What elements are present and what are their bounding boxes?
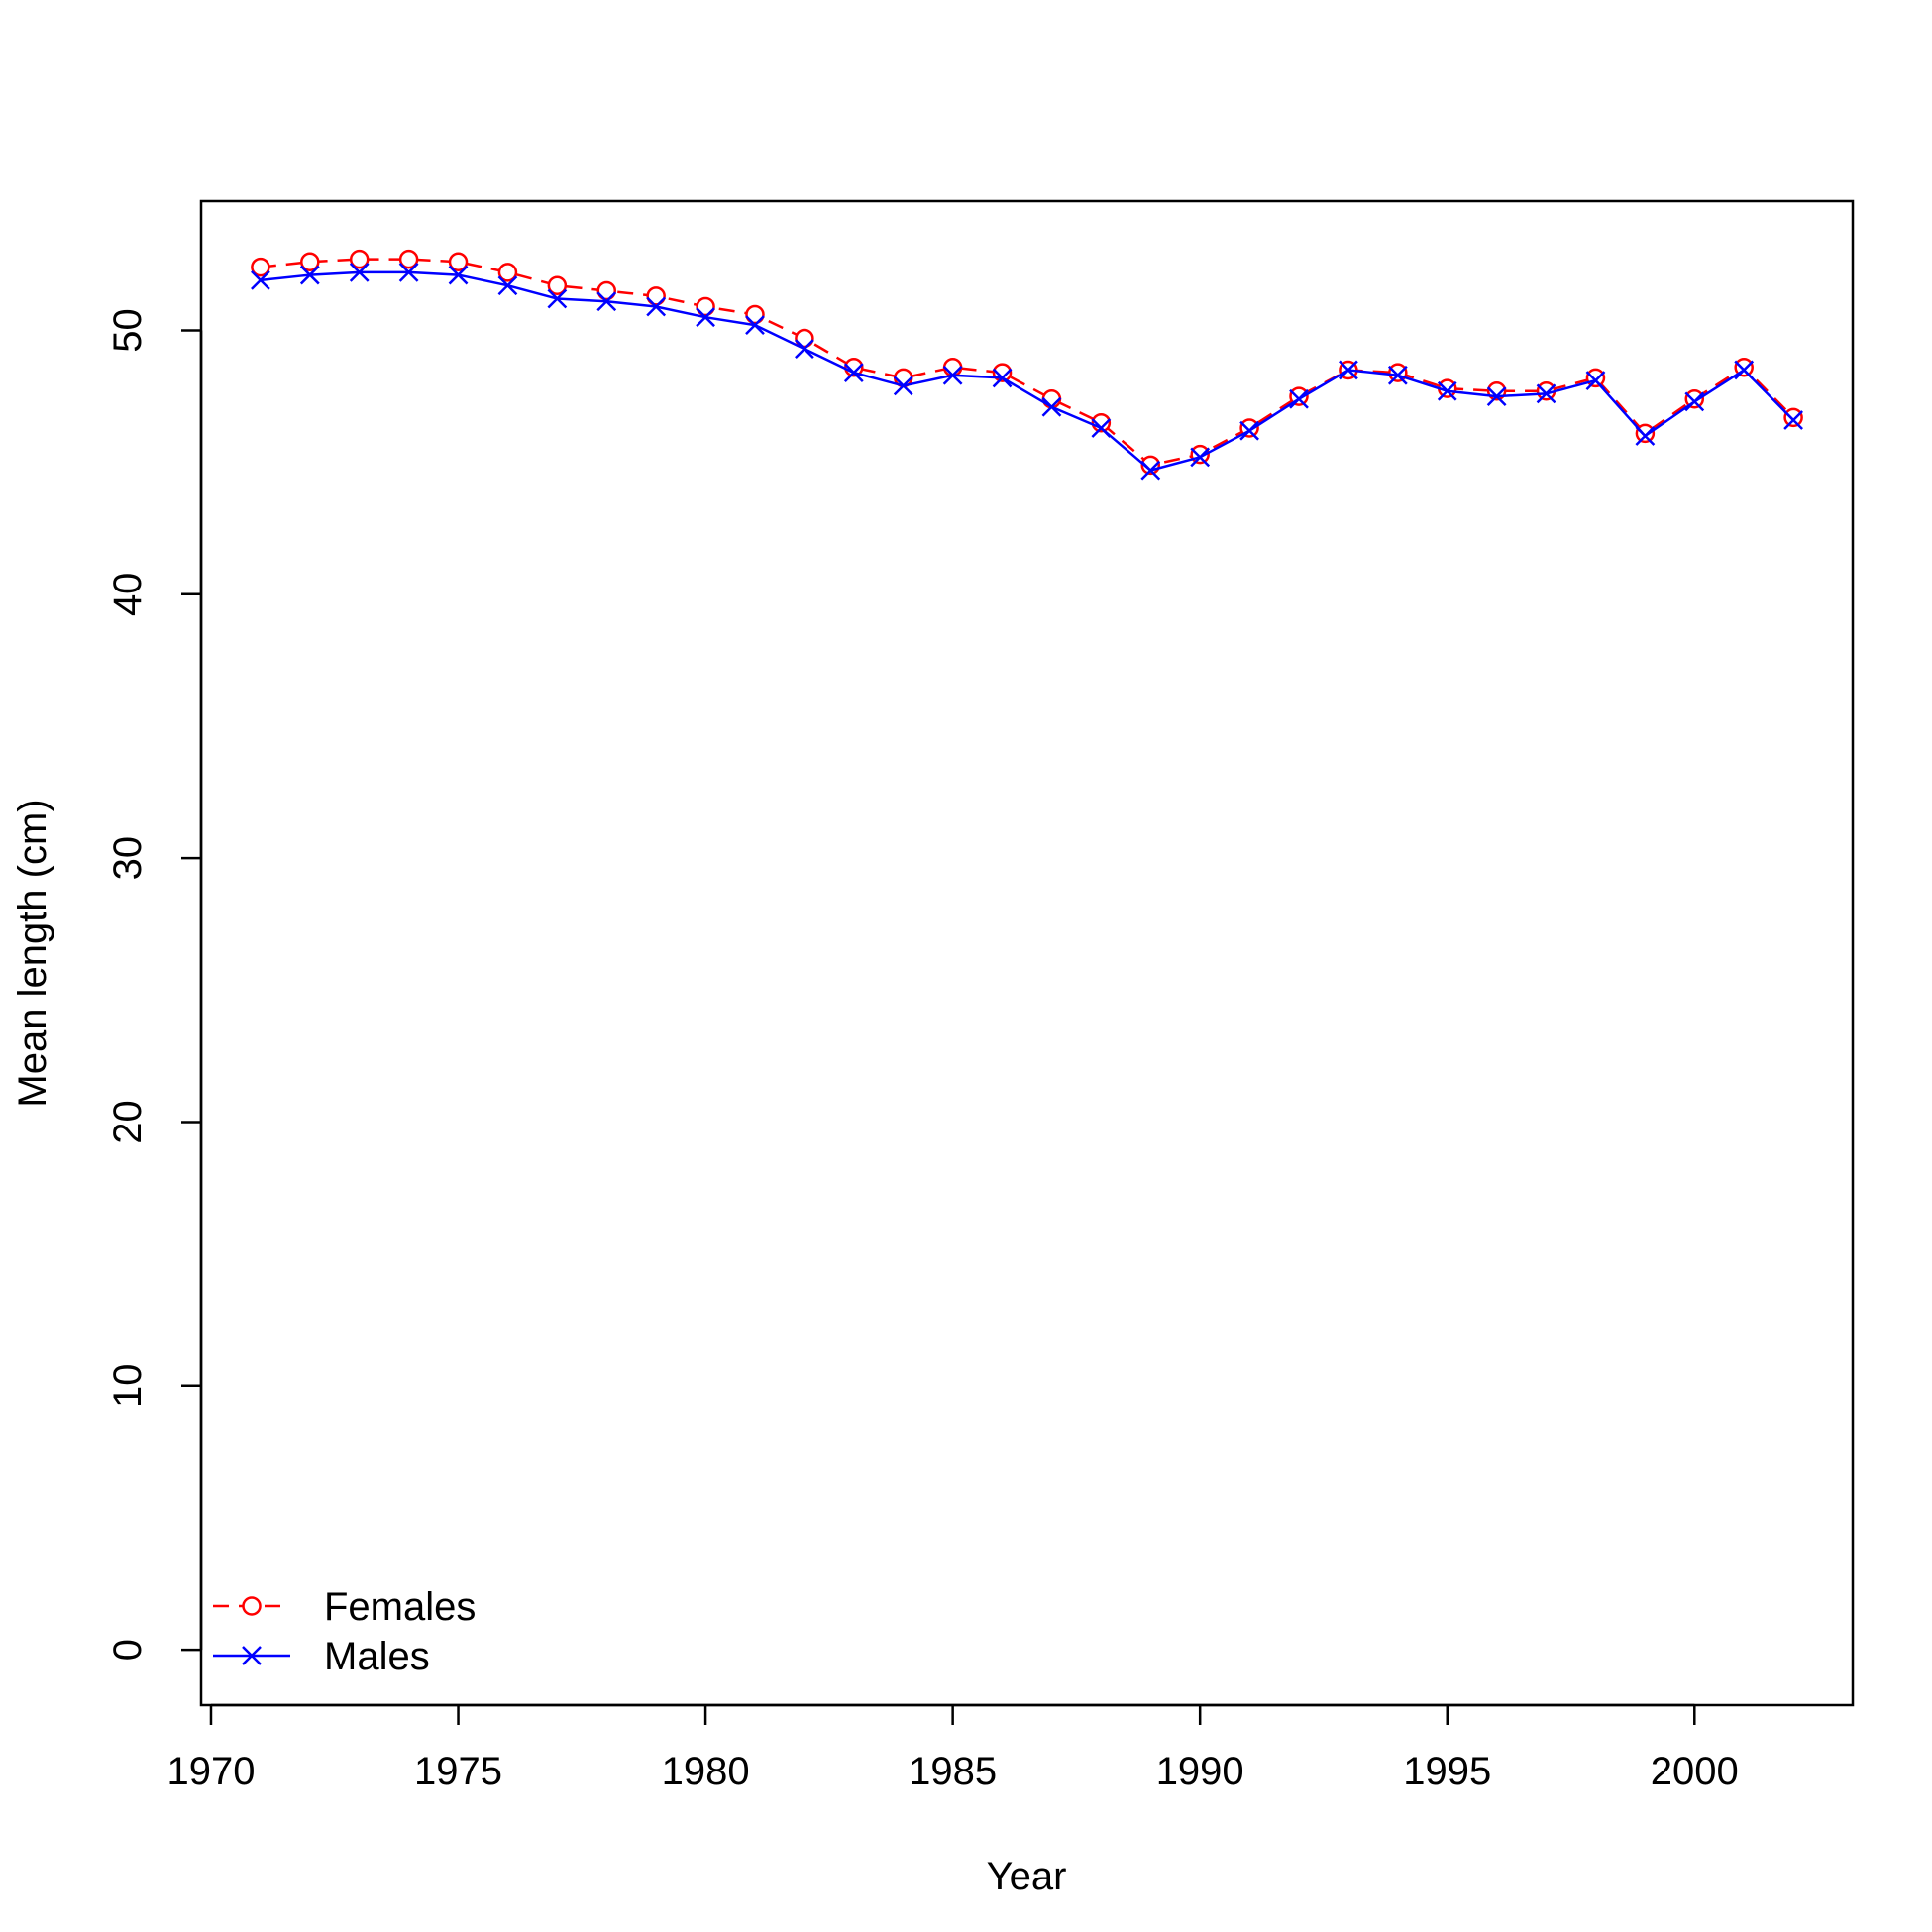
females-point — [795, 328, 814, 349]
males-point — [547, 288, 568, 309]
x-tick-label: 1970 — [166, 1750, 255, 1793]
females-point — [1783, 407, 1803, 428]
legend-females-label: Females — [324, 1585, 476, 1629]
males-point — [299, 265, 320, 285]
females-point — [1585, 368, 1606, 388]
females-point — [942, 358, 963, 377]
males-point — [843, 363, 864, 382]
y-tick-label: 10 — [106, 1364, 150, 1409]
males-point — [795, 339, 814, 360]
females-point — [646, 286, 666, 306]
females-point — [300, 252, 320, 272]
males-point — [1536, 383, 1556, 404]
y-tick-label: 30 — [106, 836, 150, 881]
males-point — [448, 265, 469, 285]
females-point — [349, 249, 370, 269]
females-point — [497, 263, 518, 282]
males-point — [1486, 386, 1507, 406]
females-point — [398, 249, 419, 269]
y-tick-label: 50 — [106, 308, 150, 353]
males-point — [646, 296, 667, 317]
females-line — [260, 258, 1794, 467]
males-point — [1091, 418, 1112, 438]
males-point — [497, 275, 518, 296]
x-tick-label: 1995 — [1403, 1750, 1491, 1793]
males-point — [696, 307, 715, 328]
females-point — [1635, 423, 1656, 444]
females-point — [696, 296, 715, 317]
males-point — [1585, 371, 1606, 390]
males-point — [1289, 388, 1309, 409]
males-point — [992, 368, 1013, 388]
legend: Females Males — [213, 1585, 476, 1678]
y-tick-label: 20 — [106, 1100, 150, 1144]
y-tick-label: 0 — [106, 1639, 150, 1661]
males-point — [1239, 420, 1259, 441]
males-point — [398, 263, 419, 282]
males-point — [1387, 365, 1408, 385]
series-layer — [251, 249, 1803, 481]
males-point — [349, 263, 370, 282]
females-point — [251, 257, 270, 277]
legend-males-label: Males — [324, 1635, 430, 1678]
males-point — [1190, 447, 1211, 468]
males-point — [1140, 460, 1161, 481]
y-axis-title: Mean length (cm) — [11, 799, 54, 1107]
x-axis-title: Year — [987, 1855, 1067, 1898]
males-point — [1783, 410, 1803, 430]
females-point — [547, 275, 568, 295]
x-tick-label: 1980 — [662, 1750, 750, 1793]
plot-frame — [199, 199, 1855, 1707]
males-point — [942, 365, 963, 385]
legend-females-marker — [242, 1596, 262, 1616]
females-point — [596, 280, 617, 301]
males-point — [1684, 391, 1705, 412]
x-tick-label: 1990 — [1156, 1750, 1244, 1793]
males-line — [260, 270, 1794, 472]
x-axis: 1970 1975 1980 1985 1990 1995 2000 — [166, 1703, 1739, 1793]
females-point — [1388, 363, 1408, 382]
males-point — [1734, 360, 1755, 380]
x-tick-label: 1975 — [414, 1750, 502, 1793]
males-point — [893, 376, 913, 396]
females-point — [745, 304, 765, 325]
y-tick-label: 40 — [106, 573, 150, 617]
males-point — [1437, 380, 1457, 401]
males-point — [596, 291, 617, 312]
females-point — [448, 252, 469, 272]
males-point — [1041, 396, 1062, 417]
males-point — [1635, 426, 1656, 446]
y-axis: 0 10 20 30 40 50 — [106, 308, 203, 1661]
legend-males-marker — [242, 1646, 262, 1665]
males-point — [251, 270, 270, 290]
males-point — [1339, 360, 1358, 380]
females-point — [1041, 388, 1062, 409]
x-tick-label: 2000 — [1651, 1750, 1739, 1793]
males-point — [745, 315, 765, 336]
x-tick-label: 1985 — [909, 1750, 997, 1793]
